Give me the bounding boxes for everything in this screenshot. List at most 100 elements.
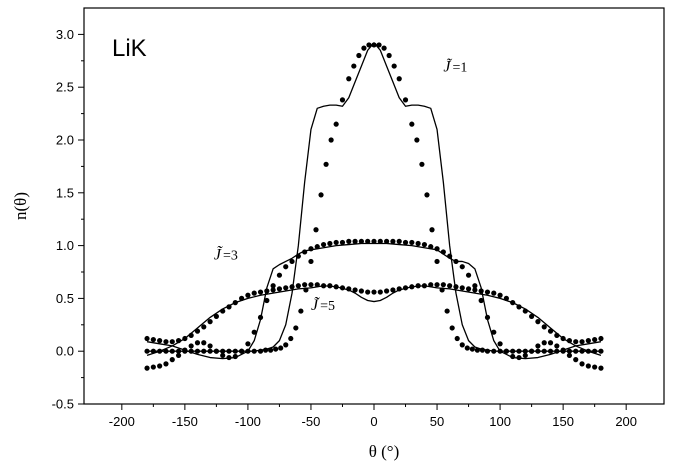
data-point [188, 343, 194, 349]
data-point [371, 42, 377, 48]
y-tick-label: 2.5 [56, 80, 74, 95]
data-point [516, 304, 522, 310]
data-point [402, 285, 409, 291]
data-point [207, 319, 213, 325]
data-point [251, 329, 257, 335]
data-point [358, 238, 364, 244]
data-point [182, 335, 188, 342]
data-point [213, 348, 219, 354]
data-point [535, 319, 541, 325]
data-point [333, 239, 339, 246]
data-point [298, 308, 304, 314]
data-point [384, 238, 390, 244]
data-point [175, 338, 182, 344]
data-point [358, 288, 364, 294]
data-point [459, 342, 465, 348]
x-tick-label: -100 [235, 414, 261, 429]
data-point [503, 348, 509, 354]
data-point [273, 346, 279, 352]
data-point [339, 239, 346, 246]
data-point [314, 244, 320, 250]
data-point [376, 42, 382, 48]
data-point [402, 97, 409, 103]
data-point [464, 345, 470, 351]
data-point [447, 283, 453, 289]
data-point [585, 348, 591, 354]
data-point [522, 348, 528, 354]
x-tick-label: 200 [615, 414, 637, 429]
x-axis-label: θ (°) [369, 442, 400, 461]
data-point [421, 241, 428, 248]
data-point [356, 52, 362, 59]
data-point [257, 348, 264, 354]
data-point [144, 335, 150, 342]
data-point [276, 272, 283, 278]
data-point [573, 348, 579, 354]
data-point [257, 289, 264, 295]
data-point [245, 341, 251, 347]
data-point [302, 282, 308, 288]
data-point [194, 348, 201, 354]
data-point [381, 45, 387, 51]
data-point [270, 283, 276, 289]
data-point [415, 240, 421, 247]
data-point [465, 272, 472, 278]
data-point [150, 364, 156, 370]
data-point [293, 325, 299, 331]
data-point [268, 347, 274, 353]
data-point [484, 289, 491, 295]
data-point [365, 238, 371, 244]
series-annotation-1: J̃ =1 [443, 58, 467, 76]
data-point [320, 241, 327, 248]
data-point [592, 364, 598, 370]
plot-frame [83, 7, 665, 405]
data-point [276, 286, 283, 292]
data-point [339, 97, 346, 103]
data-point [447, 253, 453, 259]
data-point [547, 340, 554, 346]
data-point [491, 348, 497, 354]
data-point [554, 348, 560, 354]
data-point [440, 282, 446, 288]
data-point [207, 348, 213, 354]
x-tick-label: 150 [552, 414, 574, 429]
data-point [484, 314, 491, 321]
data-point [510, 348, 516, 354]
data-point [585, 338, 591, 344]
data-point [566, 352, 573, 359]
data-point [232, 353, 238, 360]
y-tick-label: 3.0 [56, 27, 74, 42]
data-point [516, 354, 522, 361]
data-point [169, 348, 175, 354]
data-point [429, 227, 435, 233]
data-point [313, 227, 319, 233]
data-point [262, 347, 269, 353]
data-point [264, 297, 270, 304]
data-point [474, 347, 480, 353]
data-point [491, 290, 497, 296]
data-point [396, 286, 402, 292]
data-point [220, 348, 226, 354]
data-point [428, 282, 434, 288]
data-point [554, 343, 560, 349]
data-point [318, 192, 324, 198]
data-point [386, 52, 392, 59]
data-point [371, 238, 377, 244]
data-point [351, 63, 357, 69]
data-point [361, 45, 367, 51]
data-point [377, 289, 383, 295]
data-point [169, 357, 175, 363]
data-point [289, 284, 295, 290]
data-point [346, 286, 352, 292]
data-point [449, 325, 455, 331]
data-point [150, 336, 156, 343]
data-point [182, 347, 188, 353]
data-point [278, 345, 284, 351]
data-point [365, 289, 371, 295]
data-point [566, 338, 573, 344]
series-annotations: J̃ =1 J̃ =3 J̃ =5 [214, 58, 467, 314]
data-point [592, 336, 598, 343]
data-point [573, 339, 579, 345]
series-dots-3 [144, 282, 604, 345]
data-point [220, 352, 226, 359]
